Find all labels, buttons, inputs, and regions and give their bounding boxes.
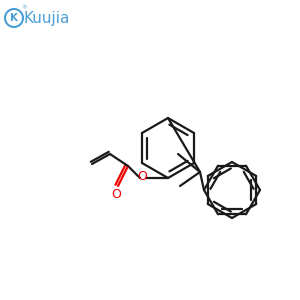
Text: ®: ® bbox=[21, 5, 27, 10]
Text: K: K bbox=[10, 13, 18, 23]
Text: O: O bbox=[111, 188, 121, 200]
Text: O: O bbox=[137, 169, 147, 182]
Text: Kuujia: Kuujia bbox=[24, 11, 70, 26]
